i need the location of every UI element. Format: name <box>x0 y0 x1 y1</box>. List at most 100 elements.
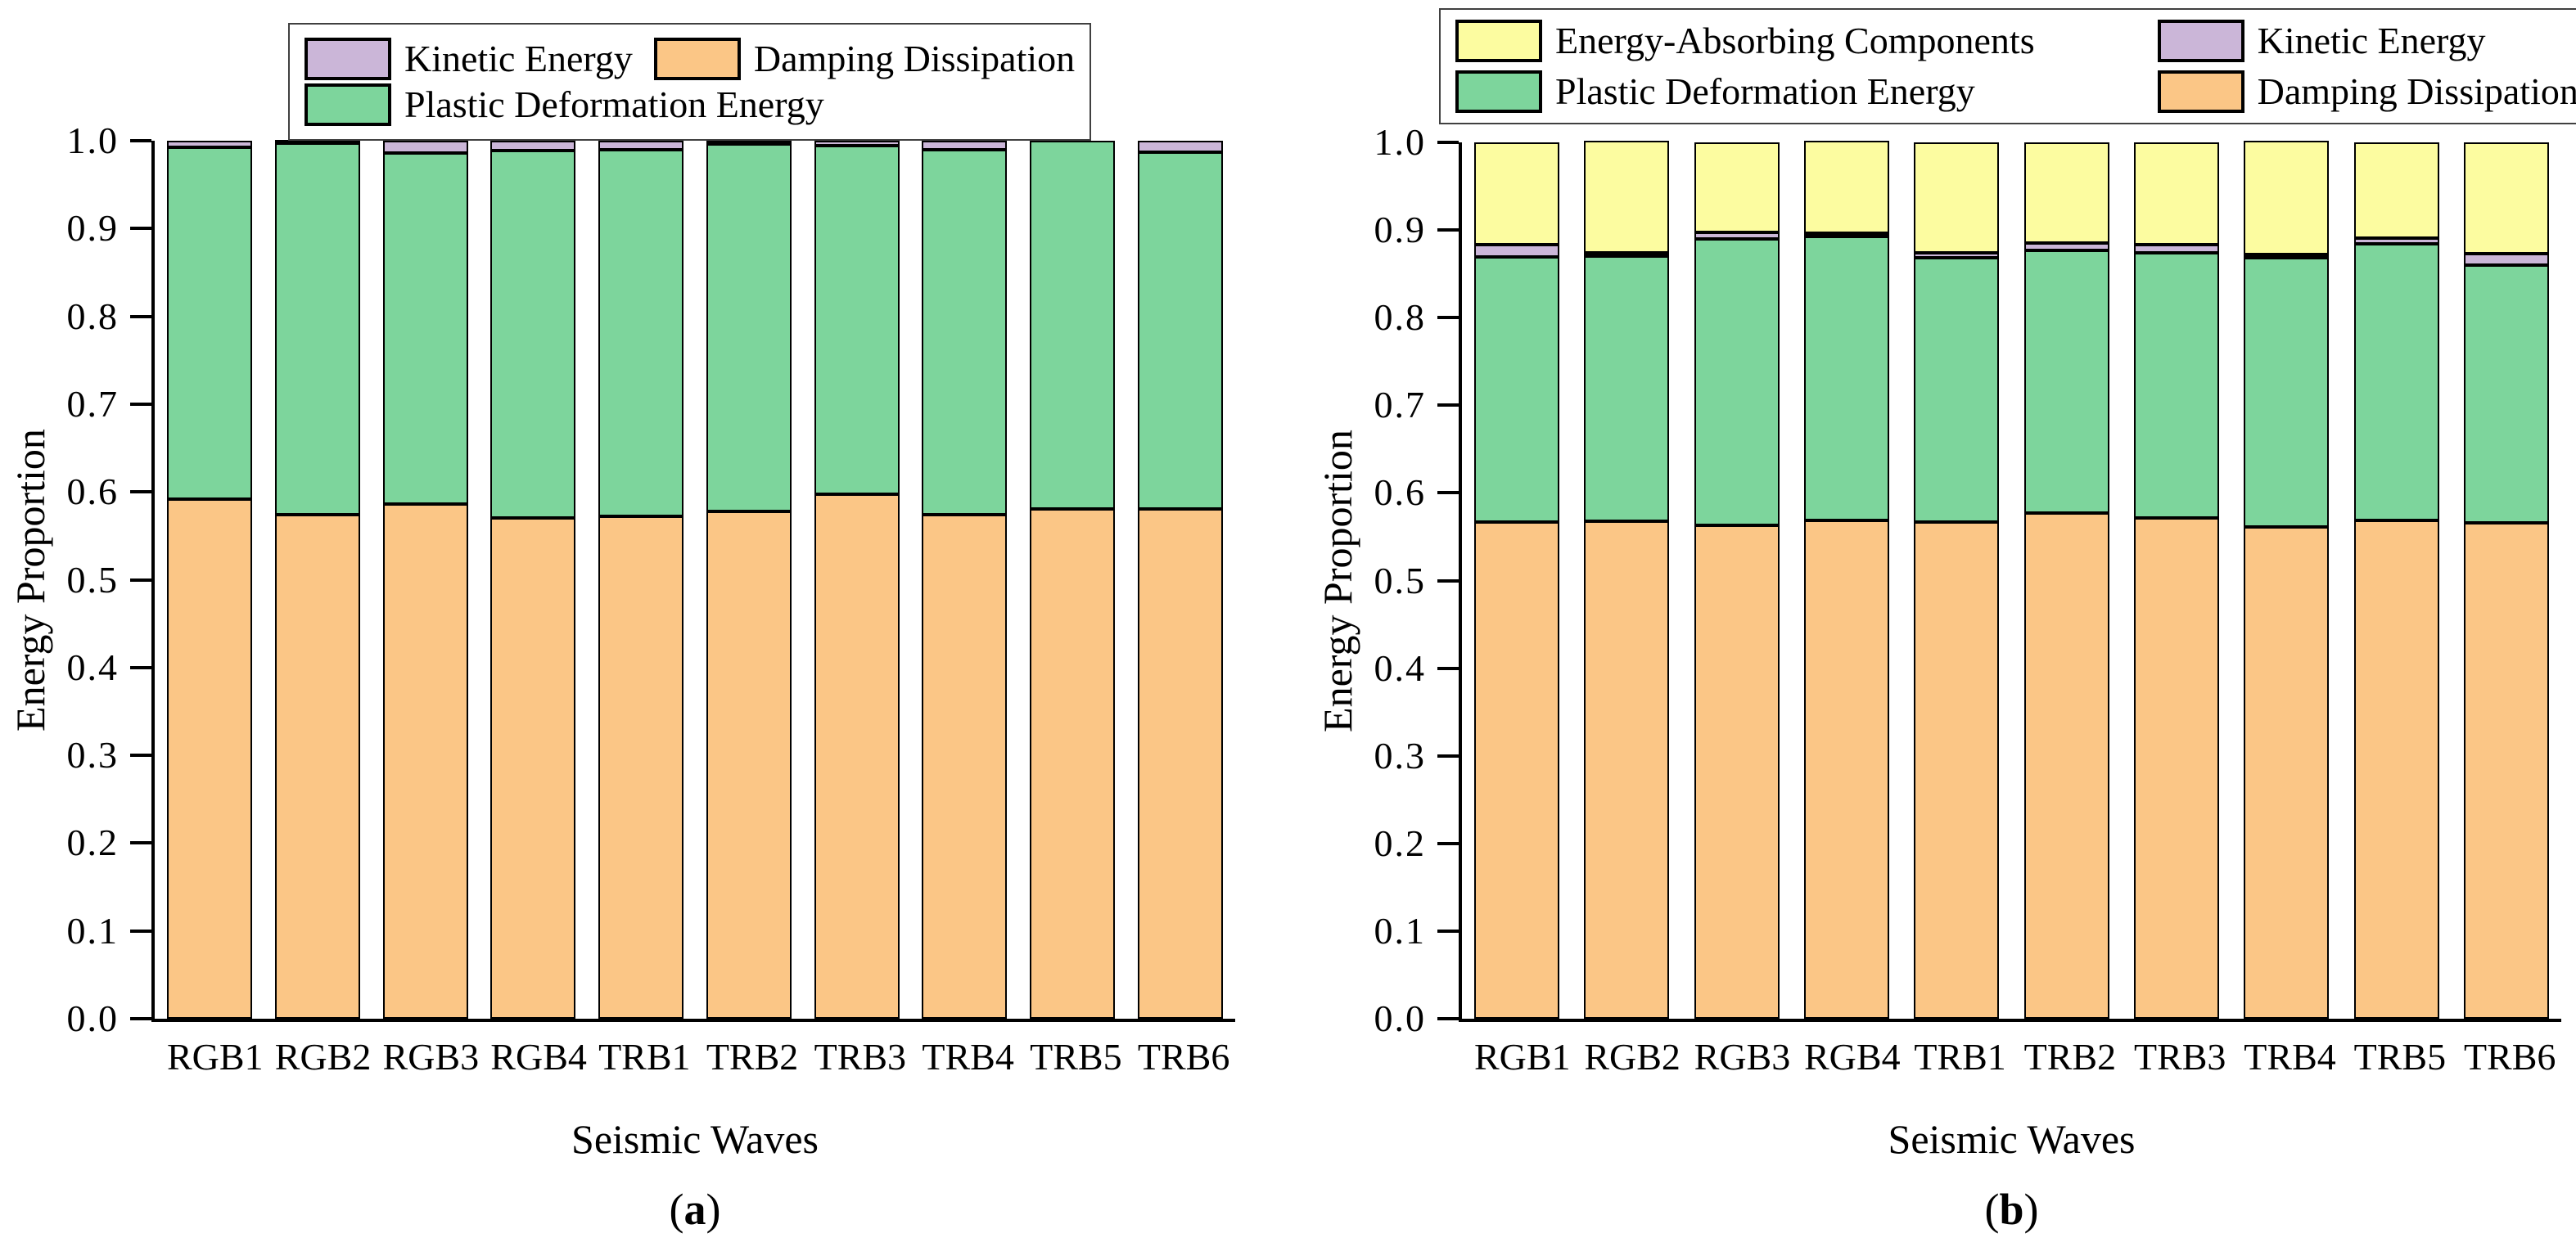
caption-open-paren: ( <box>669 1185 684 1234</box>
kinetic-energy-segment <box>1137 141 1223 152</box>
legend-item-damping-dissipation: Damping Dissipation <box>2157 70 2576 113</box>
bars <box>155 140 1235 1019</box>
x-tick-label-rgb2: RGB2 <box>1584 1036 1680 1078</box>
legend-swatch-icon <box>305 83 391 126</box>
energy-absorbing-components-segment <box>1803 141 1889 233</box>
kinetic-energy-segment <box>706 141 792 145</box>
damping-dissipation-segment <box>167 498 252 1019</box>
y-tick <box>1437 316 1459 320</box>
plastic-deformation-energy-segment <box>1914 258 2000 522</box>
plastic-deformation-energy-segment <box>814 146 900 495</box>
y-tick <box>130 1017 151 1020</box>
plastic-deformation-energy-segment <box>1030 141 1116 509</box>
y-tick <box>1437 841 1459 845</box>
kinetic-energy-segment <box>382 141 468 154</box>
plot-area: Energy Proportion RGB1 RGB2 RGB3 RGB4 TRB1 TR… <box>1315 124 2561 1234</box>
x-tick-label-rgb3: RGB3 <box>382 1036 480 1078</box>
legend: Kinetic Energy Damping Dissipation Plastic… <box>288 23 1092 141</box>
damping-dissipation-segment <box>706 511 792 1019</box>
x-tick-label-rgb4: RGB4 <box>490 1036 587 1078</box>
caption-letter: b <box>1999 1185 2024 1234</box>
legend-swatch-icon <box>2157 20 2244 62</box>
y-tick <box>130 665 151 669</box>
legend-swatch-icon <box>305 38 391 80</box>
damping-dissipation-segment <box>1137 508 1223 1019</box>
x-tick-label-trb1: TRB1 <box>1914 1036 2006 1078</box>
plastic-deformation-energy-segment <box>2463 264 2549 523</box>
caption-open-paren: ( <box>1984 1185 2000 1234</box>
caption-close-paren: ) <box>2023 1185 2039 1234</box>
legend-swatch-icon <box>1455 20 1542 62</box>
plastic-deformation-energy-segment <box>598 149 684 517</box>
x-tick-labels: RGB1 RGB2 RGB3 RGB4 TRB1 TRB2 TRB3 TRB4 TRB5 TRB6 <box>155 1035 1235 1078</box>
energy-absorbing-components-segment <box>1914 142 2000 253</box>
damping-dissipation-segment <box>2463 522 2549 1019</box>
damping-dissipation-segment <box>1803 520 1889 1019</box>
stacked-bar-rgb3 <box>1694 142 1780 1019</box>
stacked-bar-trb1 <box>598 141 684 1019</box>
y-tick <box>130 841 151 845</box>
legend-label: Plastic Deformation Energy <box>404 83 824 125</box>
y-tick-label: 0.7 <box>1374 384 1426 426</box>
plastic-deformation-energy-segment <box>2023 250 2109 514</box>
x-tick-label-trb2: TRB2 <box>706 1036 799 1078</box>
energy-absorbing-components-segment <box>2023 142 2109 244</box>
x-tick-label-trb6: TRB6 <box>2463 1036 2556 1078</box>
kinetic-energy-segment <box>814 141 900 146</box>
damping-dissipation-segment <box>2023 513 2109 1019</box>
y-tick-label: 0.5 <box>66 558 119 601</box>
kinetic-energy-segment <box>598 141 684 150</box>
y-tick <box>130 929 151 933</box>
y-tick-label: 0.8 <box>1374 296 1426 339</box>
y-tick-label: 0.0 <box>66 997 119 1039</box>
plastic-deformation-energy-segment <box>922 149 1008 515</box>
kinetic-energy-segment <box>1584 253 1670 257</box>
caption: (a) <box>155 1184 1235 1235</box>
y-tick <box>1437 666 1459 670</box>
legend-row: Plastic Deformation Energy <box>305 83 1075 126</box>
y-tick <box>1437 491 1459 495</box>
damping-dissipation-segment <box>814 494 900 1019</box>
panel-chart-b: Energy-Absorbing Components Kinetic Energ… <box>1288 0 2576 1256</box>
y-tick-label: 0.6 <box>66 470 119 513</box>
kinetic-energy-segment <box>922 141 1008 150</box>
plastic-deformation-energy-segment <box>1137 151 1223 509</box>
legend-item-kinetic-energy: Kinetic Energy <box>2157 19 2576 62</box>
stacked-bar-trb5 <box>2353 142 2439 1019</box>
plastic-deformation-energy-segment <box>706 144 792 511</box>
stacked-bar-rgb2 <box>1584 141 1670 1019</box>
kinetic-energy-segment <box>1474 245 1559 258</box>
kinetic-energy-segment <box>167 141 252 147</box>
panel-chart-a: Kinetic Energy Damping Dissipation Plastic… <box>7 23 1235 1235</box>
kinetic-energy-segment <box>1803 232 1889 236</box>
plastic-deformation-energy-segment <box>274 143 360 515</box>
energy-absorbing-components-segment <box>1694 142 1780 233</box>
y-tick <box>130 227 151 231</box>
x-tick-label-trb1: TRB1 <box>598 1036 691 1078</box>
y-tick <box>1437 228 1459 232</box>
y-tick-label: 0.1 <box>1374 909 1426 952</box>
y-tick <box>130 754 151 758</box>
x-tick-label-trb5: TRB5 <box>2353 1036 2447 1078</box>
stacked-bar-rgb1 <box>1474 142 1559 1019</box>
stacked-bar-trb4 <box>922 141 1008 1019</box>
y-tick <box>1437 578 1459 583</box>
y-tick-label: 0.3 <box>66 734 119 777</box>
y-tick <box>130 139 151 142</box>
legend-swatch-icon <box>2157 70 2244 113</box>
legend: Energy-Absorbing Components Kinetic Energ… <box>1439 8 2576 124</box>
y-tick <box>1437 754 1459 758</box>
kinetic-energy-segment <box>1914 252 2000 259</box>
stacked-bar-rgb3 <box>382 141 468 1019</box>
stacked-bar-trb6 <box>2463 142 2549 1019</box>
legend-label: Kinetic Energy <box>2257 19 2486 61</box>
x-tick-label-trb4: TRB4 <box>2244 1036 2336 1078</box>
legend-label: Energy-Absorbing Components <box>1555 19 2035 61</box>
y-axis-title: Energy Proportion <box>1315 429 1360 732</box>
energy-absorbing-components-segment <box>2133 142 2219 245</box>
damping-dissipation-segment <box>2244 527 2330 1019</box>
legend-item-plastic-deformation-energy: Plastic Deformation Energy <box>305 83 824 126</box>
y-tick-label: 0.8 <box>66 295 119 337</box>
legend-row: Kinetic Energy Damping Dissipation <box>305 38 1075 80</box>
